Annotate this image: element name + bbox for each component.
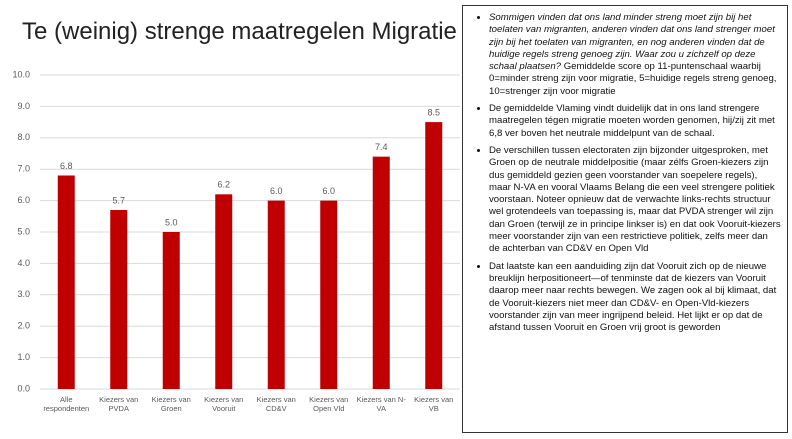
value-label: 6.8 [60, 161, 73, 171]
value-label: 8.5 [427, 107, 440, 117]
y-tick-label: 8.0 [17, 132, 30, 142]
bar [110, 210, 128, 389]
value-label: 5.0 [165, 217, 178, 227]
x-tick-label: Kiezers van Open Vld [309, 395, 349, 413]
bullet-list: Sommigen vinden dat ons land minder stre… [469, 12, 781, 334]
x-tick-label: Kiezers van CD&V [256, 395, 296, 413]
chart: 0.0 1.0 2.0 3.0 4.0 5.0 6.0 7.0 8.0 9.0 10.0 6.8 5.7… [12, 69, 460, 393]
y-tick-label: 4.0 [17, 258, 30, 268]
bar [372, 156, 390, 389]
value-label: 5.7 [112, 195, 125, 205]
y-tick-label: 6.0 [17, 195, 30, 205]
bar [320, 200, 338, 389]
value-label: 6.0 [270, 186, 283, 196]
bullet-text: De verschillen tussen electoraten zijn b… [489, 144, 781, 255]
y-tick-label: 1.0 [17, 352, 30, 362]
y-tick-label: 7.0 [17, 164, 30, 174]
notes-box: Sommigen vinden dat ons land minder stre… [462, 5, 788, 433]
bullet-text: De gemiddelde Vlaming vindt duidelijk da… [489, 103, 775, 139]
x-tick-label: Kiezers van VB [414, 395, 454, 413]
question: Sommigen vinden dat ons land minder stre… [489, 12, 775, 73]
bar [57, 175, 75, 389]
bar [425, 122, 443, 389]
y-tick-label: 10.0 [12, 69, 30, 79]
bar [215, 194, 233, 389]
bullet-text: Dat laatste kan een aanduiding zijn dat … [489, 260, 777, 334]
y-tick-label: 2.0 [17, 321, 30, 331]
bullet: De gemiddelde Vlaming vindt duidelijk da… [489, 103, 781, 140]
y-tick-label: 5.0 [17, 226, 30, 236]
value-label: 7.4 [375, 142, 388, 152]
bullet-text: Gemiddelde score op 11-puntenschaal waar… [489, 61, 777, 97]
chart-title: Te (weinig) strenge maatregelen Migratie [22, 18, 457, 45]
bullet: Dat laatste kan een aanduiding zijn dat … [489, 261, 781, 335]
bullet: Sommigen vinden dat ons land minder stre… [489, 12, 781, 98]
x-tick-label: Kiezers van PVDA [99, 395, 139, 413]
value-label: 6.2 [217, 180, 230, 190]
x-tick-label: Kiezers van N-VA [356, 395, 406, 413]
y-tick-label: 0.0 [17, 383, 30, 393]
x-tick-label: Kiezers van Groen [151, 395, 191, 413]
bar [267, 200, 285, 389]
bar [162, 232, 180, 389]
bullet: De verschillen tussen electoraten zijn b… [489, 145, 781, 256]
x-tick-label: Alle respondenten [43, 395, 90, 413]
value-label: 6.0 [322, 186, 335, 196]
y-tick-label: 3.0 [17, 289, 30, 299]
x-tick-label: Kiezers van Vooruit [204, 395, 244, 413]
y-tick-label: 9.0 [17, 101, 30, 111]
